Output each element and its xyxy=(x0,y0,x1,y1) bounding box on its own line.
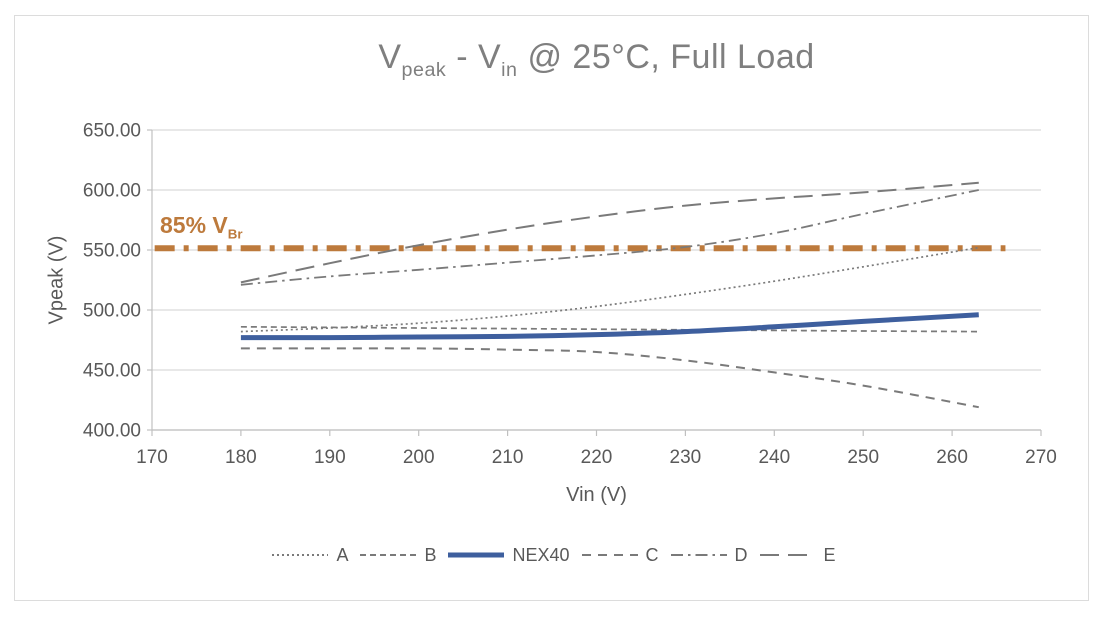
legend-label-C: C xyxy=(645,544,659,565)
chart-title: Vpeak - Vin @ 25°C, Full Load xyxy=(152,38,1041,90)
legend-item-D: D xyxy=(670,545,748,566)
x-tick-label: 260 xyxy=(936,447,968,468)
series-B-line xyxy=(240,325,979,333)
legend: A B NEX40 C D E xyxy=(0,541,1107,569)
legend-label-E: E xyxy=(823,544,836,565)
y-tick-label: 650.00 xyxy=(83,121,141,142)
plain-text: @ 25°C, Full Load xyxy=(517,38,815,76)
subscript-text: in xyxy=(501,58,518,81)
subscript-text: Br xyxy=(227,226,243,242)
annotation-label: 85% VBr xyxy=(160,212,243,242)
y-tick-label: 550.00 xyxy=(83,241,141,262)
legend-label-B: B xyxy=(424,544,437,565)
plain-text: - V xyxy=(446,38,502,76)
x-tick-label: 180 xyxy=(225,447,257,468)
y-tick-label: 400.00 xyxy=(83,421,141,442)
plain-text: 85% V xyxy=(160,212,228,238)
legend-line-sample-B xyxy=(360,554,417,556)
x-tick-label: 210 xyxy=(492,447,524,468)
y-tick-label: 600.00 xyxy=(83,181,141,202)
series-A-line xyxy=(240,246,979,333)
legend-line-sample-NEX40 xyxy=(448,552,505,558)
x-tick-label: 190 xyxy=(314,447,346,468)
plain-text: V xyxy=(378,38,402,76)
x-tick-label: 170 xyxy=(136,447,168,468)
subscript-text: peak xyxy=(401,58,447,81)
x-tick-label: 200 xyxy=(403,447,435,468)
x-tick-label: 230 xyxy=(670,447,702,468)
series-E-line xyxy=(240,181,979,284)
x-tick-label: 250 xyxy=(847,447,879,468)
legend-label-A: A xyxy=(336,544,349,565)
x-tick-label: 220 xyxy=(581,447,613,468)
x-axis-title: Vin (V) xyxy=(566,484,627,506)
legend-item-B: B xyxy=(359,545,436,566)
y-tick-label: 500.00 xyxy=(83,301,141,322)
legend-item-E: E xyxy=(759,545,836,566)
legend-item-NEX40: NEX40 xyxy=(447,544,570,566)
x-tick-label: 270 xyxy=(1025,447,1057,468)
y-tick-label: 450.00 xyxy=(83,361,141,382)
series-C-line xyxy=(240,347,979,409)
y-axis-title-text: Vpeak (V) xyxy=(45,235,68,325)
legend-label-NEX40: NEX40 xyxy=(512,544,570,565)
legend-line-sample-D xyxy=(670,554,727,556)
legend-label-D: D xyxy=(734,544,748,565)
x-tick-label: 240 xyxy=(758,447,790,468)
legend-item-C: C xyxy=(581,545,659,566)
legend-line-sample-A xyxy=(272,554,329,556)
legend-line-sample-C xyxy=(581,554,638,556)
chart-card xyxy=(14,15,1089,601)
series-NEX40-line xyxy=(240,312,979,341)
series-D-line xyxy=(240,189,979,286)
legend-line-sample-E xyxy=(759,554,816,556)
legend-item-A: A xyxy=(271,545,348,566)
